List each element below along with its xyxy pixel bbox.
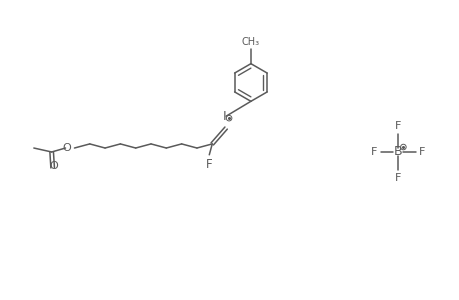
Text: O: O	[62, 143, 71, 153]
Text: CH₃: CH₃	[241, 37, 259, 47]
Text: F: F	[206, 158, 212, 171]
Text: F: F	[370, 147, 377, 157]
Text: F: F	[394, 121, 401, 131]
Text: I: I	[222, 110, 225, 123]
Text: O: O	[49, 161, 58, 171]
Text: F: F	[418, 147, 425, 157]
Text: F: F	[394, 173, 401, 183]
Text: B: B	[393, 146, 402, 158]
